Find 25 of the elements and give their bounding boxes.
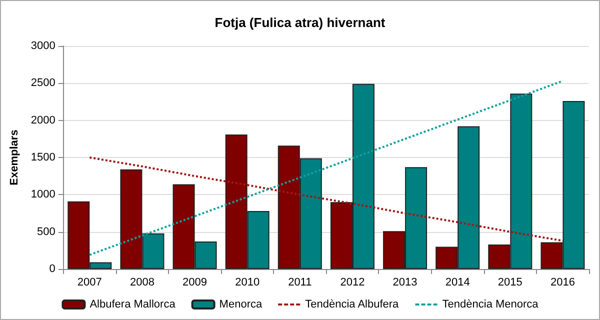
x-tick-label: 2008 [130,276,154,288]
y-axis-title: Exemplars [8,130,20,186]
y-tick-label: 1500 [30,152,56,164]
y-tick-label: 3000 [30,40,56,52]
x-tick-label: 2015 [498,276,522,288]
legend-label: Albufera Mallorca [90,298,176,310]
legend-label: Tendència Menorca [442,298,540,310]
x-tick-label: 2012 [340,276,365,288]
x-tick-label: 2007 [77,276,102,288]
y-tick-label: 0 [49,263,56,275]
x-tick-label: 2013 [392,276,418,288]
x-tick-label: 2016 [550,276,575,288]
y-tick-label: 2000 [30,114,56,126]
x-tick-label: 2014 [445,276,470,288]
line-series [88,156,564,242]
line-series [88,80,564,256]
x-tick-label: 2011 [288,276,312,288]
y-tick-label: 1000 [30,188,56,201]
y-tick-label: 500 [37,226,56,238]
x-tick-label: 2010 [235,276,260,288]
y-tick-label: 2500 [30,77,56,90]
chart-title: Fotja (Fulica atra) hivernant [214,15,386,30]
legend-label: Menorca [219,298,263,310]
legend-label: Tendència Albufera [305,298,400,310]
x-tick-label: 2009 [182,276,208,288]
